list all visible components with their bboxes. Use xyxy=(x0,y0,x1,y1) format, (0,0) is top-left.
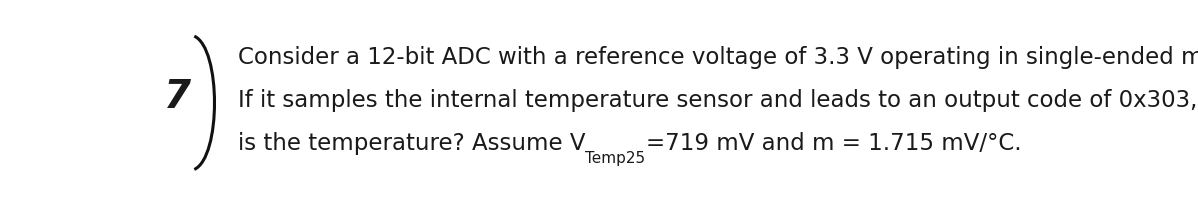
Text: 7: 7 xyxy=(164,78,192,116)
Text: is the temperature? Assume V: is the temperature? Assume V xyxy=(238,132,586,155)
Text: =719 mV and m = 1.715 mV/°C.: =719 mV and m = 1.715 mV/°C. xyxy=(646,132,1021,155)
Text: Consider a 12-bit ADC with a reference voltage of 3.3 V operating in single-ende: Consider a 12-bit ADC with a reference v… xyxy=(238,46,1198,69)
Text: Temp25: Temp25 xyxy=(586,151,646,166)
Text: If it samples the internal temperature sensor and leads to an output code of 0x3: If it samples the internal temperature s… xyxy=(238,89,1198,112)
